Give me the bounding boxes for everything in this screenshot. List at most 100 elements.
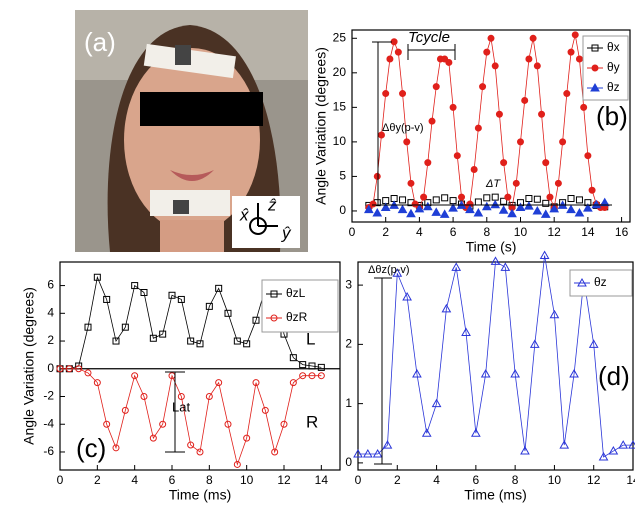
marker — [431, 398, 442, 408]
y-tick-label: -4 — [43, 416, 54, 430]
marker — [140, 289, 148, 297]
x-tick-label: 4 — [131, 473, 138, 487]
legend-marker — [590, 82, 600, 92]
marker — [453, 152, 461, 160]
panel-label: (c) — [76, 433, 106, 463]
legend-marker — [270, 314, 278, 322]
marker — [483, 194, 491, 202]
y-tick-label: 0 — [345, 455, 352, 469]
marker — [569, 368, 579, 378]
x-tick-label: 14 — [626, 473, 635, 487]
marker — [149, 334, 157, 342]
marker — [483, 48, 491, 56]
marker — [574, 208, 585, 217]
panel-label: (b) — [596, 101, 628, 131]
marker — [131, 282, 139, 290]
x-tick-label: 8 — [483, 225, 490, 239]
marker — [608, 446, 619, 455]
marker — [451, 262, 462, 271]
x-tick-label: 6 — [473, 473, 480, 487]
marker — [532, 205, 543, 215]
annotation: R — [306, 412, 318, 431]
y-tick-label: 4 — [47, 305, 54, 319]
marker — [353, 448, 363, 458]
marker — [567, 195, 575, 203]
marker — [441, 194, 449, 202]
marker — [491, 62, 499, 70]
marker — [131, 372, 139, 380]
axis-symbol: ŷ — [281, 223, 292, 242]
marker — [93, 273, 101, 281]
legend-marker — [270, 290, 278, 298]
marker — [75, 365, 83, 373]
marker — [407, 179, 415, 187]
marker — [588, 186, 596, 194]
marker — [112, 444, 120, 452]
marker — [495, 110, 503, 118]
marker — [521, 96, 529, 104]
marker — [56, 365, 64, 373]
marker — [500, 262, 511, 271]
photo-mouth — [170, 170, 214, 181]
marker — [149, 434, 157, 442]
marker — [628, 440, 635, 449]
y-tick-label: 0 — [339, 203, 346, 217]
marker — [289, 379, 297, 387]
marker — [205, 393, 213, 401]
marker — [575, 55, 583, 63]
marker — [559, 138, 567, 146]
axis-symbol: ẑ — [267, 195, 277, 214]
y-axis-label: Angle Variation (degrees) — [21, 287, 37, 445]
marker — [588, 339, 599, 348]
marker — [481, 201, 492, 211]
series-line — [358, 255, 633, 458]
marker — [529, 339, 540, 348]
x-axis-label: Time (ms) — [169, 487, 231, 503]
marker — [406, 208, 416, 218]
marker — [439, 209, 450, 218]
marker — [533, 195, 541, 203]
marker — [500, 197, 508, 205]
marker — [372, 208, 383, 217]
marker — [299, 361, 307, 369]
marker — [584, 152, 592, 160]
marker — [252, 379, 260, 387]
marker — [386, 55, 394, 63]
marker — [187, 441, 195, 449]
marker — [559, 440, 570, 449]
annotation: L — [306, 329, 315, 348]
marker — [140, 393, 148, 401]
y-tick-label: 1 — [345, 396, 352, 410]
marker — [382, 440, 393, 449]
marker — [432, 196, 440, 204]
marker — [422, 201, 433, 211]
marker — [317, 372, 325, 380]
marker — [554, 179, 562, 187]
chart-0: 0 2 4 6 8 10 12 14 16 0 5 10 15 20 25 Time (s) Angle Var… — [313, 29, 631, 255]
x-tick-label: 2 — [394, 473, 401, 487]
marker — [196, 340, 204, 348]
marker — [563, 90, 571, 98]
marker — [520, 446, 530, 455]
marker — [397, 204, 408, 214]
plot-frame — [351, 29, 631, 223]
x-tick-label: 6 — [169, 473, 176, 487]
marker — [414, 203, 425, 213]
marker — [549, 309, 560, 319]
marker — [372, 448, 383, 458]
x-tick-label: 4 — [416, 225, 423, 239]
marker — [598, 451, 609, 461]
y-tick-label: 10 — [333, 134, 347, 148]
marker — [441, 303, 452, 313]
legend-label: θzR — [286, 310, 308, 324]
legend-label: θy — [607, 60, 620, 74]
legend-box — [569, 269, 633, 297]
marker — [512, 179, 520, 187]
marker — [394, 48, 402, 56]
y-tick-label: 20 — [333, 65, 347, 79]
photo-panel: (a) x̂ ŷ ẑ — [75, 10, 308, 252]
marker — [546, 193, 554, 201]
legend-marker — [591, 64, 599, 72]
marker — [65, 365, 73, 373]
